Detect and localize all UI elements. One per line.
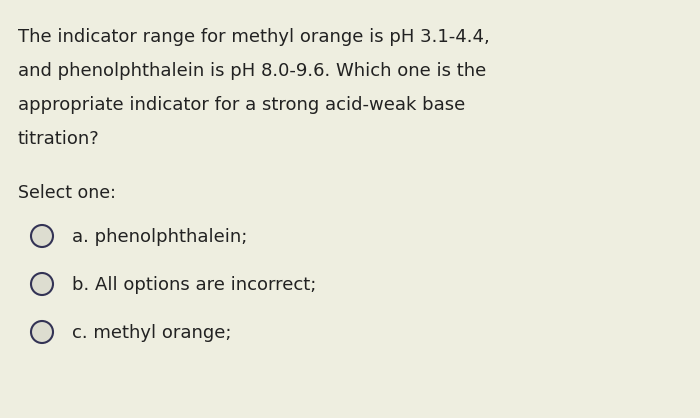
Text: appropriate indicator for a strong acid-weak base: appropriate indicator for a strong acid-… <box>18 96 466 114</box>
Text: a. phenolphthalein;: a. phenolphthalein; <box>72 228 247 246</box>
Text: b. All options are incorrect;: b. All options are incorrect; <box>72 276 316 294</box>
Ellipse shape <box>31 273 53 295</box>
Text: Select one:: Select one: <box>18 184 116 202</box>
Text: The indicator range for methyl orange is pH 3.1-4.4,: The indicator range for methyl orange is… <box>18 28 490 46</box>
Text: titration?: titration? <box>18 130 99 148</box>
Text: and phenolphthalein is pH 8.0-9.6. Which one is the: and phenolphthalein is pH 8.0-9.6. Which… <box>18 62 486 80</box>
Ellipse shape <box>31 321 53 343</box>
Text: c. methyl orange;: c. methyl orange; <box>72 324 232 342</box>
Ellipse shape <box>31 225 53 247</box>
